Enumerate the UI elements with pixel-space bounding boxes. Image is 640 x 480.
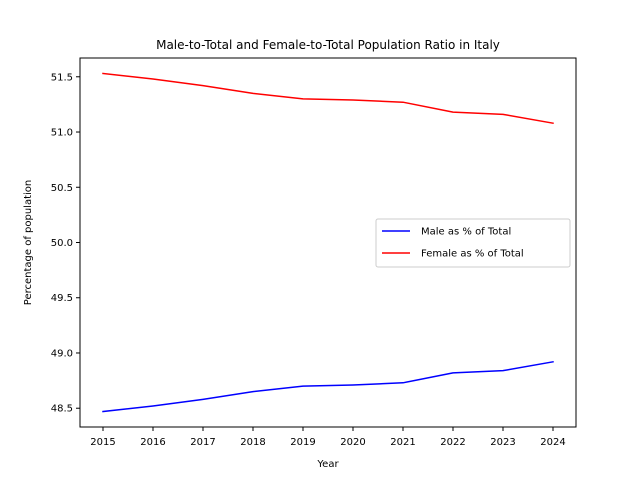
x-tick-label: 2017 xyxy=(190,437,215,448)
x-tick-label: 2021 xyxy=(390,437,415,448)
series-line-male xyxy=(102,360,554,413)
y-tick-label: 51.5 xyxy=(51,72,73,83)
y-axis: 48.5 49.0 49.5 50.0 50.5 51.0 51.5 xyxy=(51,72,80,415)
x-tick-label: 2020 xyxy=(340,437,365,448)
x-tick-label: 2018 xyxy=(240,437,265,448)
x-axis: 2015 2016 2017 2018 2019 2020 2021 2022 2023 2024 xyxy=(90,427,566,448)
x-tick-label: 2023 xyxy=(490,437,515,448)
x-tick-label: 2024 xyxy=(540,437,565,448)
chart-title: Male-to-Total and Female-to-Total Popula… xyxy=(156,38,500,52)
y-tick-label: 50.0 xyxy=(51,238,73,249)
legend-label: Female as % of Total xyxy=(421,249,524,260)
series-layer xyxy=(102,72,554,413)
legend-label: Male as % of Total xyxy=(421,227,511,238)
legend-box xyxy=(375,218,571,268)
x-tick-label: 2016 xyxy=(140,437,165,448)
x-tick-label: 2019 xyxy=(290,437,315,448)
x-tick-label: 2022 xyxy=(440,437,465,448)
y-tick-label: 50.5 xyxy=(51,183,73,194)
series-line-female xyxy=(102,72,554,125)
y-tick-label: 51.0 xyxy=(51,128,73,139)
x-axis-label: Year xyxy=(316,459,339,470)
y-tick-label: 49.5 xyxy=(51,293,73,304)
y-tick-label: 48.5 xyxy=(51,404,73,415)
legend: Male as % of Total Female as % of Total xyxy=(375,218,571,268)
x-tick-label: 2015 xyxy=(90,437,115,448)
y-axis-label: Percentage of population xyxy=(23,180,34,305)
y-tick-label: 49.0 xyxy=(51,348,73,359)
